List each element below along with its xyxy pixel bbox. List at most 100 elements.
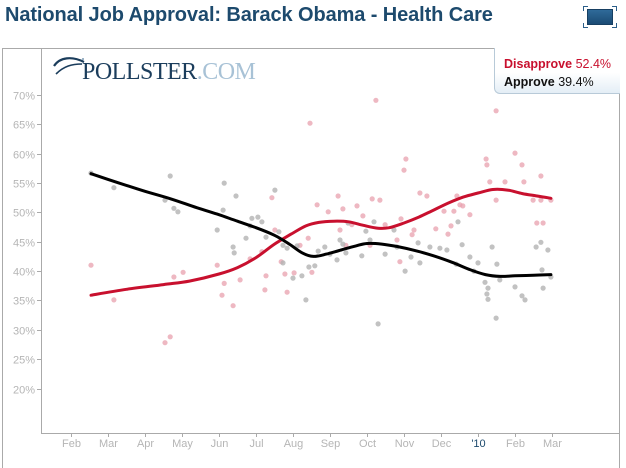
trend-line-disapprove bbox=[89, 187, 553, 297]
y-tick-label: 50% bbox=[13, 208, 35, 220]
data-point-disapprove bbox=[493, 197, 499, 203]
data-point-disapprove bbox=[512, 150, 518, 156]
data-point-approve bbox=[391, 227, 397, 233]
data-point-disapprove bbox=[433, 226, 439, 232]
data-point-approve bbox=[230, 244, 236, 250]
data-point-approve bbox=[284, 245, 290, 251]
data-point-approve bbox=[111, 185, 117, 191]
data-point-approve bbox=[243, 235, 249, 241]
data-point-approve bbox=[367, 237, 373, 243]
y-tick-label: 25% bbox=[13, 355, 35, 367]
y-tick-label: 65% bbox=[13, 120, 35, 132]
data-point-approve bbox=[272, 187, 278, 193]
data-point-approve bbox=[221, 180, 227, 186]
data-point-disapprove bbox=[487, 179, 493, 185]
data-point-approve bbox=[408, 254, 414, 260]
data-point-approve bbox=[371, 219, 377, 225]
data-point-disapprove bbox=[534, 220, 540, 226]
data-point-disapprove bbox=[538, 197, 544, 203]
data-point-approve bbox=[249, 215, 255, 221]
data-point-approve bbox=[545, 247, 551, 253]
data-point-approve bbox=[467, 254, 473, 260]
data-point-disapprove bbox=[424, 193, 430, 199]
data-point-disapprove bbox=[309, 269, 315, 275]
data-point-approve bbox=[303, 297, 309, 303]
expand-icon-corner bbox=[612, 6, 617, 11]
logo-text-main: POLLSTER bbox=[82, 59, 197, 85]
y-tick-label: 70% bbox=[13, 91, 35, 103]
data-point-disapprove bbox=[417, 190, 423, 196]
data-point-approve bbox=[485, 296, 491, 302]
legend-label: Approve bbox=[504, 75, 555, 89]
data-point-approve bbox=[263, 234, 269, 240]
expand-icon-corner bbox=[612, 23, 617, 28]
data-point-disapprove bbox=[282, 271, 288, 277]
legend-item-disapprove[interactable]: Disapprove 52.4% bbox=[504, 55, 620, 73]
data-point-disapprove bbox=[263, 273, 269, 279]
data-point-disapprove bbox=[441, 208, 447, 214]
legend-label: Disapprove bbox=[504, 57, 573, 71]
y-tick-label: 55% bbox=[13, 179, 35, 191]
data-point-approve bbox=[280, 242, 286, 248]
data-point-approve bbox=[299, 273, 305, 279]
data-point-disapprove bbox=[305, 235, 311, 241]
expand-button[interactable] bbox=[583, 6, 617, 28]
legend-value: 39.4% bbox=[558, 75, 594, 89]
data-point-disapprove bbox=[394, 237, 400, 243]
data-point-disapprove bbox=[540, 220, 546, 226]
data-point-disapprove bbox=[237, 277, 243, 283]
legend: Disapprove 52.4% Approve 39.4% bbox=[494, 48, 620, 94]
data-point-approve bbox=[459, 242, 465, 248]
data-point-disapprove bbox=[291, 270, 297, 276]
data-point-disapprove bbox=[397, 259, 403, 265]
data-point-approve bbox=[340, 241, 346, 247]
data-point-disapprove bbox=[451, 208, 457, 214]
x-tick-label: Feb bbox=[62, 438, 81, 450]
data-point-disapprove bbox=[88, 262, 94, 268]
data-point-approve bbox=[214, 227, 220, 233]
data-point-approve bbox=[363, 228, 369, 234]
expand-icon-corner bbox=[583, 23, 588, 28]
x-tick-label: Aug bbox=[284, 438, 304, 450]
data-point-approve bbox=[343, 250, 349, 256]
data-point-disapprove bbox=[111, 297, 117, 303]
data-point-approve bbox=[539, 267, 545, 273]
data-point-approve bbox=[233, 193, 239, 199]
data-point-disapprove bbox=[377, 197, 383, 203]
data-point-disapprove bbox=[409, 232, 415, 238]
data-point-approve bbox=[312, 263, 318, 269]
data-point-approve bbox=[259, 219, 265, 225]
data-point-approve bbox=[415, 240, 421, 246]
data-point-approve bbox=[540, 285, 546, 291]
data-point-disapprove bbox=[483, 156, 489, 162]
data-point-approve bbox=[359, 253, 365, 259]
data-point-approve bbox=[519, 293, 525, 299]
y-tick-label: 60% bbox=[13, 150, 35, 162]
data-point-disapprove bbox=[214, 262, 220, 268]
data-point-disapprove bbox=[284, 289, 290, 295]
data-point-disapprove bbox=[369, 196, 375, 202]
data-point-disapprove bbox=[502, 179, 508, 185]
legend-item-approve[interactable]: Approve 39.4% bbox=[504, 73, 620, 91]
data-point-approve bbox=[482, 279, 488, 285]
data-point-disapprove bbox=[401, 167, 407, 173]
logo-text-suffix: .COM bbox=[196, 59, 256, 85]
data-point-disapprove bbox=[467, 212, 473, 218]
data-point-approve bbox=[489, 244, 495, 250]
data-point-disapprove bbox=[454, 193, 460, 199]
y-tick-label: 30% bbox=[13, 326, 35, 338]
data-point-disapprove bbox=[448, 223, 454, 229]
expand-icon-corner bbox=[583, 6, 588, 11]
data-point-approve bbox=[231, 250, 237, 256]
data-point-approve bbox=[220, 207, 226, 213]
data-point-approve bbox=[315, 248, 321, 254]
pollster-logo: POLLSTER.COM bbox=[52, 52, 262, 86]
x-tick-label: Jul bbox=[249, 438, 263, 450]
data-point-disapprove bbox=[521, 179, 527, 185]
chart-canvas: 70% 65% 60% 55% 50% 45% 40% 35% 30% 25% 20% Feb Mar A… bbox=[13, 48, 620, 450]
logo-text: POLLSTER.COM bbox=[82, 59, 256, 86]
legend-value: 52.4% bbox=[575, 57, 612, 71]
y-tick-label: 20% bbox=[13, 385, 35, 397]
x-tick-label: Mar bbox=[99, 438, 118, 450]
data-point-approve bbox=[382, 251, 388, 257]
